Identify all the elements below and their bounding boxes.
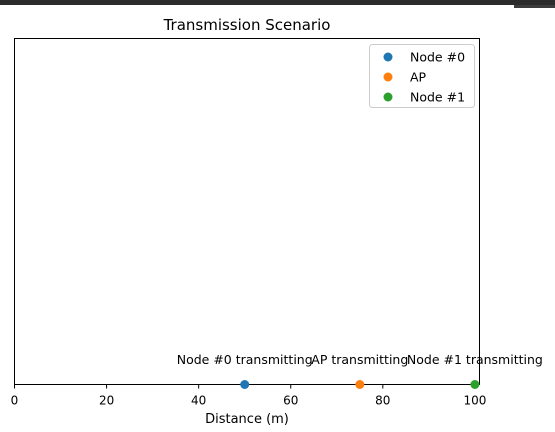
x-tick-label-1: 20: [99, 394, 114, 408]
x-tick-label-5: 100: [463, 394, 486, 408]
legend-label-1: AP: [410, 70, 427, 85]
x-tick-label-4: 80: [375, 394, 390, 408]
data-points: [240, 380, 480, 389]
legend-marker-0: [383, 52, 393, 62]
legend-marker-2: [383, 92, 393, 102]
point-1-0: [355, 380, 365, 389]
point-0-0: [240, 380, 250, 389]
x-axis-label: Distance (m): [205, 412, 289, 427]
legend-box: [369, 44, 475, 108]
x-axis-ticks: 0 20 40 60 80 100: [11, 384, 486, 408]
legend-label-0: Node #0: [410, 50, 465, 65]
point-2-0: [470, 380, 480, 389]
annotation-2: Node #1 transmitting: [407, 352, 543, 367]
chart-title: Transmission Scenario: [163, 16, 331, 34]
annotation-1: AP transmitting: [311, 352, 408, 367]
legend: Node #0 AP Node #1: [369, 44, 475, 108]
x-tick-label-3: 60: [283, 394, 298, 408]
x-tick-label-2: 40: [191, 394, 206, 408]
x-tick-label-0: 0: [11, 394, 19, 408]
legend-label-2: Node #1: [410, 90, 465, 105]
window-top-bar: [0, 0, 555, 5]
legend-marker-1: [383, 72, 393, 82]
window-top-bar-accent: [514, 5, 555, 8]
annotation-0: Node #0 transmitting: [177, 352, 313, 367]
